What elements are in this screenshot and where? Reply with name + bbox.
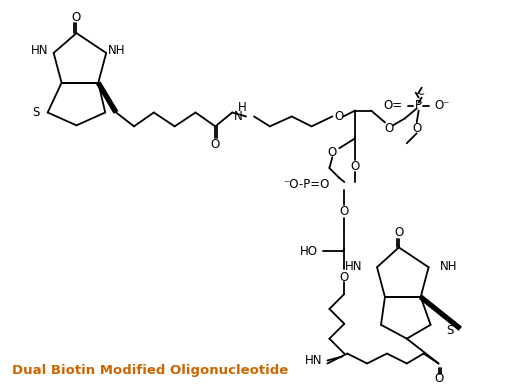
Text: HO: HO [300, 245, 317, 258]
Text: HN: HN [305, 354, 323, 367]
Text: O=: O= [383, 99, 403, 112]
Text: S: S [32, 106, 39, 119]
Text: O: O [72, 11, 81, 24]
Text: O: O [351, 159, 360, 173]
Text: O: O [434, 372, 443, 385]
Text: O: O [385, 122, 394, 135]
Text: O: O [412, 122, 421, 135]
Text: O: O [339, 205, 349, 218]
Text: O: O [335, 110, 344, 123]
Text: ⁻O-P=O: ⁻O-P=O [283, 178, 329, 191]
Text: P: P [415, 99, 422, 112]
Text: ~: ~ [414, 88, 425, 101]
Text: O: O [339, 271, 349, 284]
Text: S: S [446, 324, 454, 337]
Text: O: O [211, 138, 220, 151]
Text: O: O [328, 146, 337, 159]
Text: NH: NH [109, 45, 126, 57]
Text: NH: NH [439, 260, 457, 273]
Text: Dual Biotin Modified Oligonucleotide: Dual Biotin Modified Oligonucleotide [12, 364, 288, 377]
Text: O⁻: O⁻ [435, 99, 450, 112]
Text: HN: HN [345, 260, 362, 273]
Text: H: H [238, 101, 246, 114]
Text: HN: HN [31, 45, 49, 57]
Text: N: N [234, 110, 243, 123]
Text: O: O [394, 226, 403, 239]
